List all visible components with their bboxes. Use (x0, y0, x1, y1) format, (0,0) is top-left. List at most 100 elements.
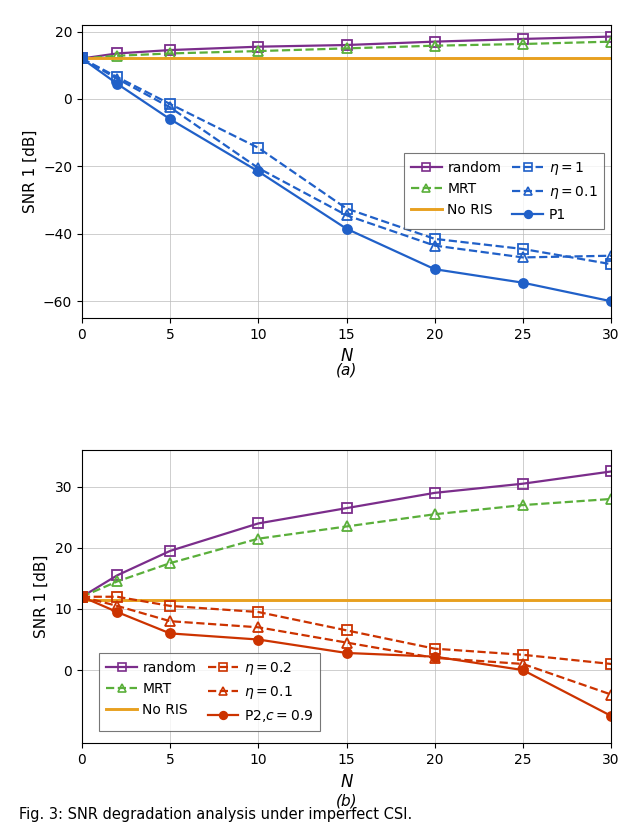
$\eta = 0.1$ (431, 653, 438, 662)
MRT (519, 39, 527, 49)
X-axis label: $N$: $N$ (340, 348, 353, 365)
P2,$c = 0.9$ (607, 711, 615, 721)
random (343, 40, 350, 50)
No RIS (607, 595, 615, 605)
No RIS (607, 54, 615, 64)
P2,$c = 0.9$ (166, 629, 174, 638)
random (113, 571, 121, 581)
MRT (519, 500, 527, 510)
MRT (607, 494, 615, 504)
$\eta = 0.1$ (166, 616, 174, 626)
$\eta = 0.2$ (166, 601, 174, 611)
No RIS (519, 595, 527, 605)
Legend: random, MRT, No RIS, $\eta = 1$, $\eta = 0.1$, P1: random, MRT, No RIS, $\eta = 1$, $\eta =… (404, 154, 604, 229)
No RIS (78, 595, 86, 605)
random (113, 49, 121, 59)
$\eta = 0.1$ (255, 163, 262, 173)
MRT (78, 591, 86, 601)
random (431, 36, 438, 46)
random (166, 546, 174, 556)
MRT (255, 46, 262, 56)
P2,$c = 0.9$ (113, 607, 121, 617)
No RIS (343, 54, 350, 64)
MRT (166, 49, 174, 59)
random (431, 488, 438, 498)
$\eta = 1$ (607, 259, 615, 269)
No RIS (113, 54, 121, 64)
$\eta = 0.2$ (607, 659, 615, 669)
MRT (255, 534, 262, 544)
No RIS (113, 595, 121, 605)
MRT (431, 40, 438, 50)
$\eta = 0.2$ (78, 591, 86, 601)
No RIS (255, 595, 262, 605)
No RIS (519, 54, 527, 64)
$\eta = 0.1$ (166, 102, 174, 112)
P1 (519, 278, 527, 287)
$\eta = 1$ (431, 234, 438, 244)
Text: Fig. 3: SNR degradation analysis under imperfect CSI.: Fig. 3: SNR degradation analysis under i… (19, 807, 412, 822)
MRT (113, 577, 121, 586)
Line: MRT: MRT (77, 495, 616, 601)
random (607, 31, 615, 41)
random (78, 54, 86, 64)
Line: MRT: MRT (77, 37, 616, 63)
P1 (255, 167, 262, 177)
$\eta = 0.1$ (519, 659, 527, 669)
Line: $\eta = 0.1$: $\eta = 0.1$ (77, 54, 616, 262)
random (519, 34, 527, 44)
P2,$c = 0.9$ (343, 648, 350, 658)
P1 (166, 114, 174, 124)
$\eta = 1$ (166, 99, 174, 109)
No RIS (78, 54, 86, 64)
P1 (607, 297, 615, 306)
$\eta = 0.1$ (607, 690, 615, 700)
MRT (113, 51, 121, 61)
$\eta = 0.1$ (607, 251, 615, 261)
$\eta = 1$ (113, 72, 121, 82)
random (519, 479, 527, 489)
$\eta = 0.2$ (255, 607, 262, 617)
P1 (78, 54, 86, 64)
$\eta = 0.1$ (431, 240, 438, 250)
MRT (607, 36, 615, 46)
random (255, 42, 262, 52)
random (607, 467, 615, 477)
random (78, 591, 86, 601)
$\eta = 0.2$ (343, 625, 350, 635)
No RIS (166, 54, 174, 64)
$\eta = 0.1$ (343, 638, 350, 648)
random (343, 503, 350, 513)
MRT (431, 510, 438, 520)
$\eta = 0.1$ (343, 211, 350, 221)
No RIS (166, 595, 174, 605)
No RIS (255, 54, 262, 64)
P2,$c = 0.9$ (78, 591, 86, 601)
Line: random: random (77, 467, 616, 601)
X-axis label: $N$: $N$ (340, 772, 353, 790)
No RIS (431, 595, 438, 605)
MRT (343, 44, 350, 54)
P2,$c = 0.9$ (431, 652, 438, 662)
$\eta = 1$ (255, 143, 262, 153)
$\eta = 0.2$ (113, 591, 121, 601)
Line: $\eta = 0.1$: $\eta = 0.1$ (77, 592, 616, 699)
Y-axis label: SNR 1 [dB]: SNR 1 [dB] (23, 130, 37, 213)
$\eta = 1$ (519, 244, 527, 254)
$\eta = 0.1$ (519, 253, 527, 263)
$\eta = 0.1$ (78, 54, 86, 64)
Line: P2,$c = 0.9$: P2,$c = 0.9$ (77, 592, 616, 720)
Legend: random, MRT, No RIS, $\eta = 0.2$, $\eta = 0.1$, P2,$c = 0.9$: random, MRT, No RIS, $\eta = 0.2$, $\eta… (100, 653, 320, 730)
Text: (b): (b) (336, 793, 357, 809)
No RIS (431, 54, 438, 64)
MRT (343, 521, 350, 531)
Line: $\eta = 1$: $\eta = 1$ (77, 54, 616, 268)
Y-axis label: SNR 1 [dB]: SNR 1 [dB] (34, 555, 49, 638)
P2,$c = 0.9$ (255, 634, 262, 644)
P1 (431, 264, 438, 274)
$\eta = 0.1$ (78, 591, 86, 601)
$\eta = 0.2$ (431, 643, 438, 653)
P2,$c = 0.9$ (519, 665, 527, 675)
random (255, 519, 262, 529)
Line: random: random (77, 32, 616, 63)
